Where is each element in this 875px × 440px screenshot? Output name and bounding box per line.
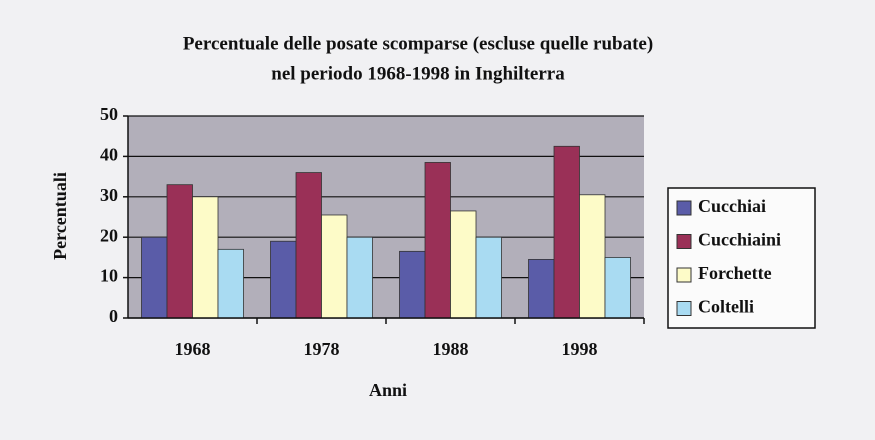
x-tick-label: 1998: [562, 339, 598, 359]
legend-swatch: [676, 301, 692, 316]
legend-box: [667, 187, 816, 329]
bar: [450, 210, 477, 319]
chart-title: Percentuale delle posate scomparse (escl…: [183, 33, 653, 54]
legend-swatch: [676, 267, 692, 283]
chart-title: nel periodo 1968-1998 in Inghilterra: [271, 63, 565, 84]
bar: [321, 214, 348, 319]
bar: [217, 248, 244, 319]
bar: [346, 236, 373, 319]
y-tick-label: 20: [100, 225, 118, 245]
x-tick-label: 1988: [433, 339, 469, 359]
legend-label: Coltelli: [698, 297, 754, 317]
bar: [528, 259, 555, 319]
legend-swatch: [676, 234, 692, 249]
y-tick-label: 0: [109, 306, 118, 326]
legend-label: Forchette: [698, 263, 772, 283]
y-tick-label: 10: [100, 266, 118, 286]
bar: [141, 236, 168, 319]
bar: [192, 196, 219, 319]
bar: [604, 256, 631, 319]
y-axis-label: Percentuali: [50, 172, 70, 260]
y-tick-label: 40: [100, 145, 118, 165]
bar: [553, 145, 580, 319]
bar: [475, 236, 502, 319]
legend-label: Cucchiai: [698, 196, 766, 216]
legend-label: Cucchiaini: [698, 230, 781, 250]
bar: [295, 172, 322, 319]
x-tick-label: 1978: [304, 339, 340, 359]
x-tick-label: 1968: [175, 339, 211, 359]
bar: [166, 184, 193, 319]
x-axis-label: Anni: [369, 380, 407, 400]
bar: [579, 194, 606, 319]
bar: [424, 162, 451, 319]
bar: [270, 240, 297, 319]
y-tick-label: 30: [100, 185, 118, 205]
legend-swatch: [676, 200, 692, 216]
y-tick-label: 50: [100, 104, 118, 124]
bar: [399, 250, 426, 319]
